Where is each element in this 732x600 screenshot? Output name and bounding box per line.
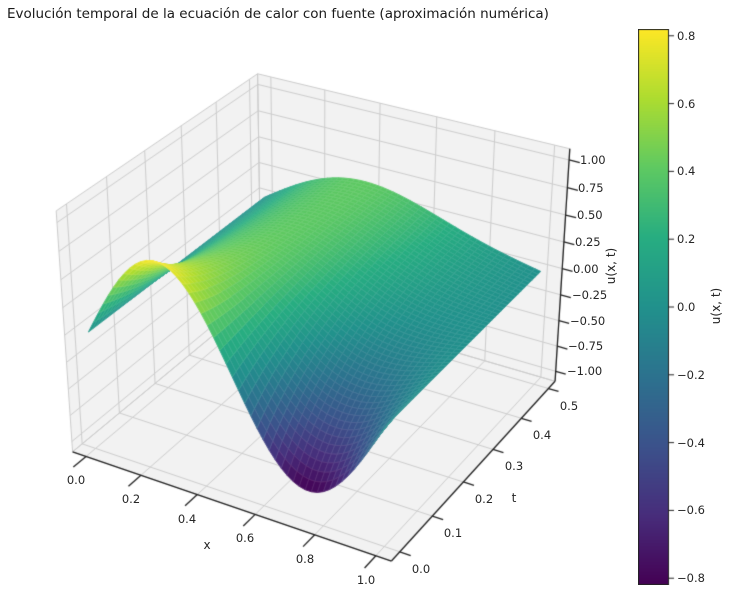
colorbar <box>638 29 678 585</box>
t-axis-label: t <box>511 491 517 505</box>
colorbar-label: u(x, t) <box>709 287 723 325</box>
x-axis-label: x <box>203 538 211 552</box>
chart-title: Evolución temporal de la ecuación de cal… <box>7 6 549 22</box>
z-axis-label: u(x, t) <box>604 247 618 285</box>
